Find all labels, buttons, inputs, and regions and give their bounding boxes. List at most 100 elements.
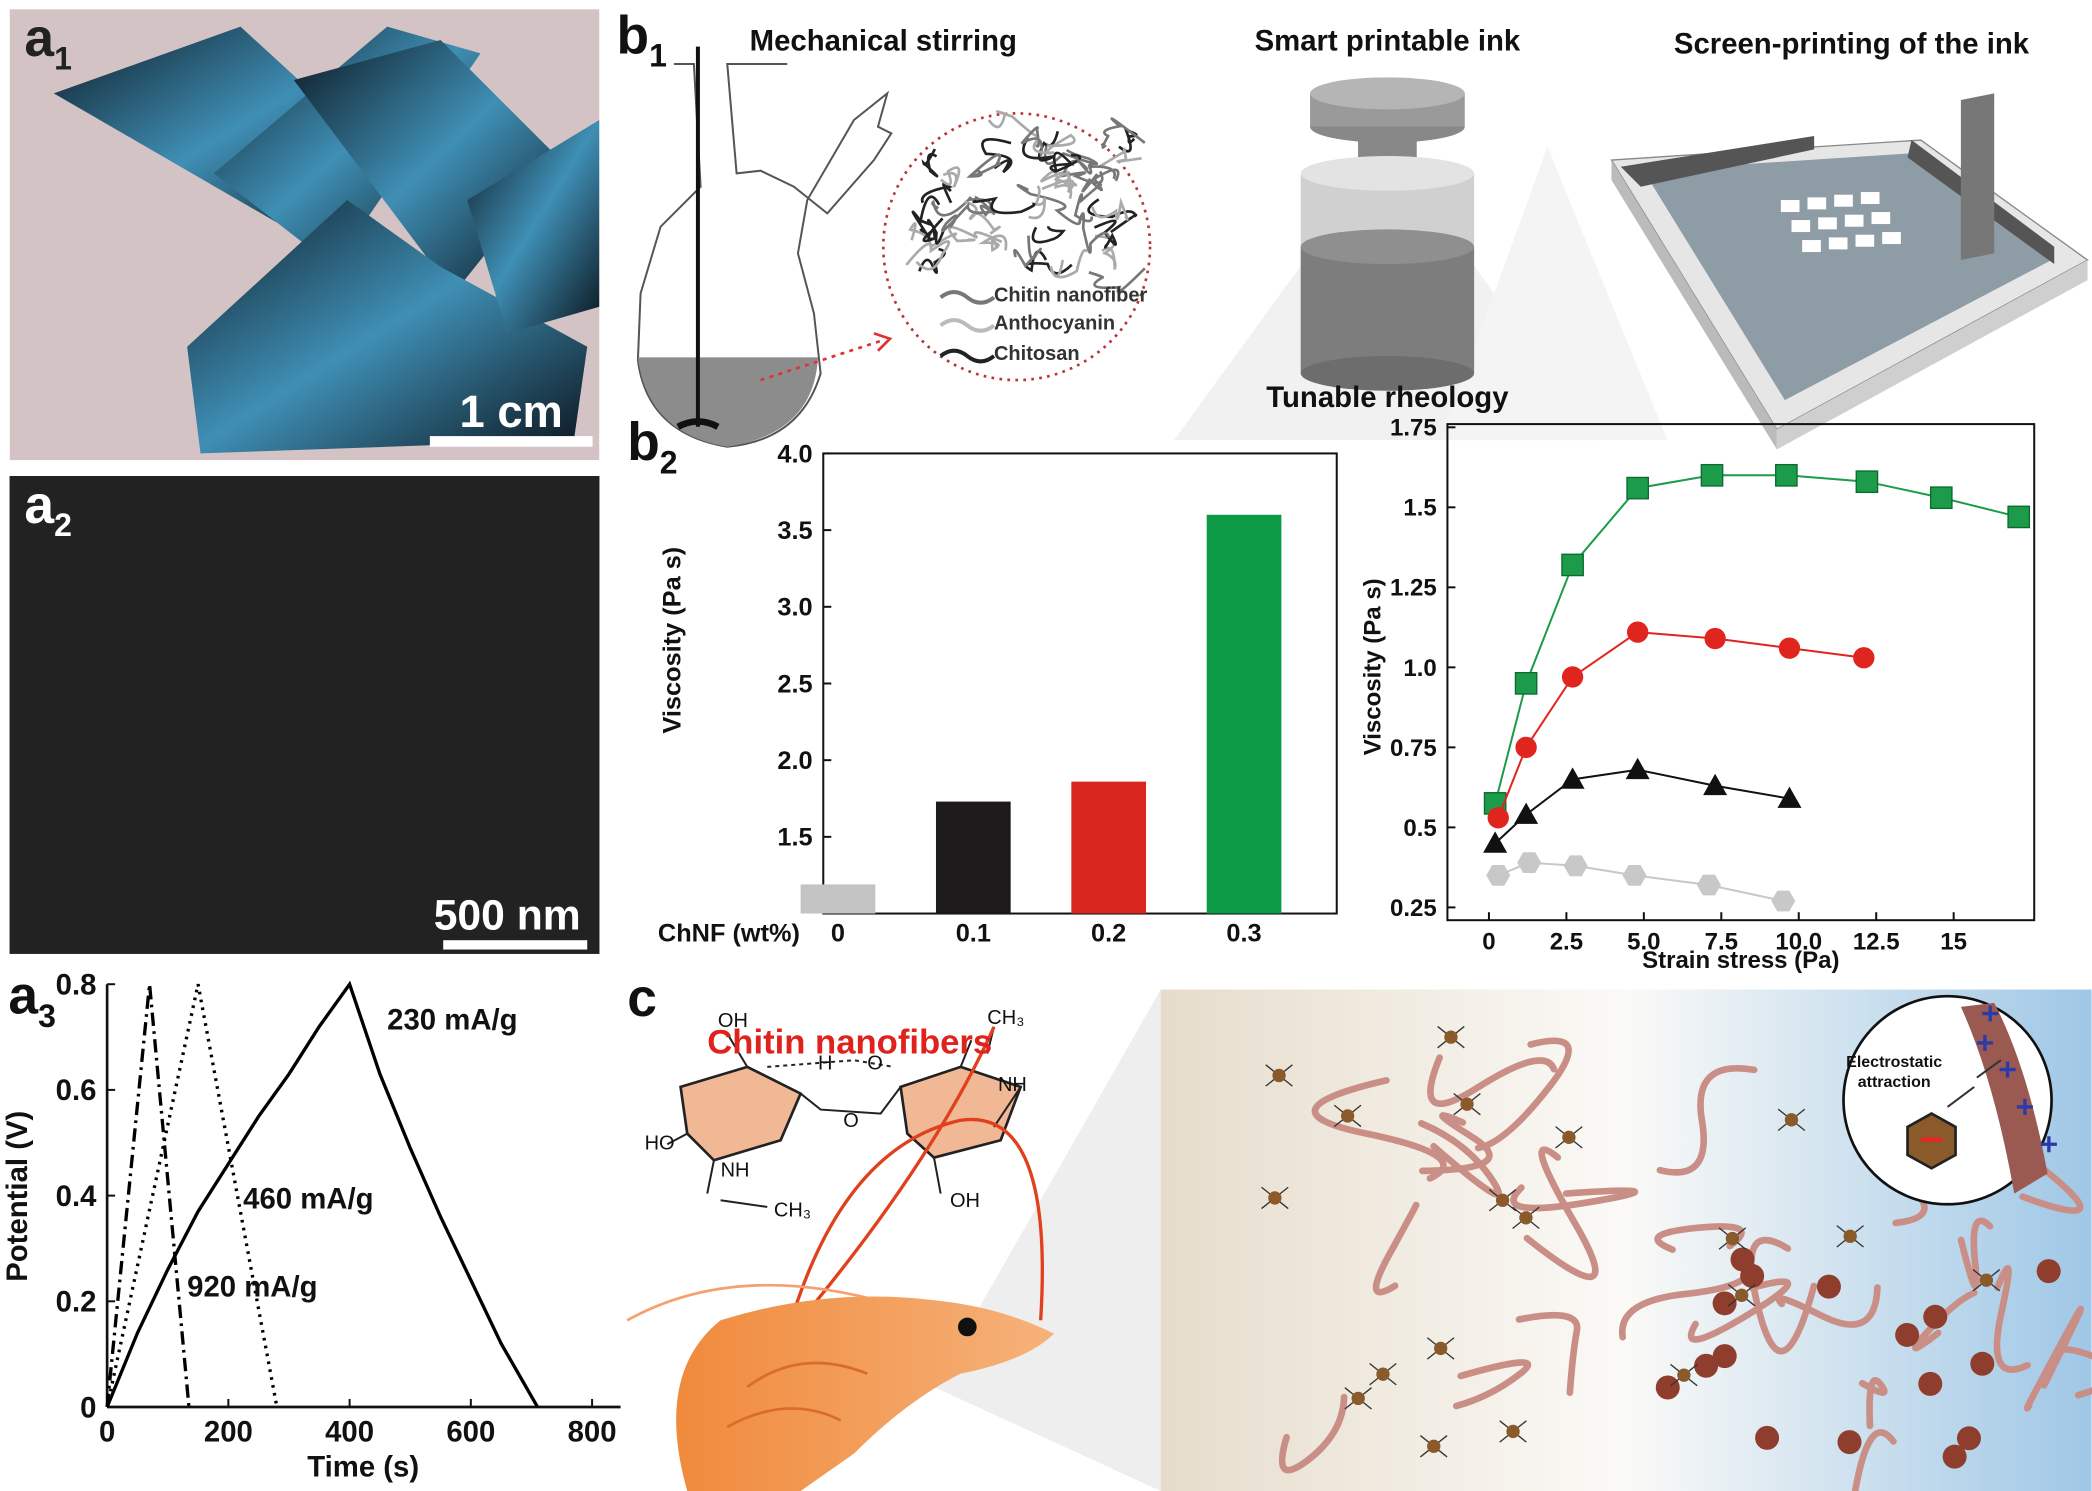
x-tick-label: 0	[1482, 929, 1495, 956]
pad	[1882, 232, 1901, 245]
marker	[1853, 647, 1875, 669]
y-tick-label: 3.0	[777, 594, 812, 622]
panel-sub: 2	[54, 507, 72, 543]
fiber	[941, 202, 992, 233]
photo-a2: 500 nm	[9, 476, 600, 954]
fiber	[1088, 267, 1146, 293]
panel-sub: 1	[54, 40, 72, 76]
x-tick-label: 200	[204, 1416, 253, 1449]
marker	[1700, 463, 1724, 487]
fibers	[1261, 1019, 2092, 1491]
dye-molecule	[1562, 1130, 1576, 1144]
h-bond	[767, 1059, 895, 1068]
x-tick-label: 0	[831, 920, 845, 948]
fiber	[905, 240, 951, 271]
fiber	[1031, 226, 1066, 244]
y-tick-label: 3.5	[777, 517, 812, 545]
bar	[1206, 514, 1282, 914]
nanofiber	[1417, 1120, 1503, 1198]
fiber	[921, 148, 939, 178]
step-label: Screen-printing of the ink	[1674, 27, 2030, 60]
y-tick-label: 2.5	[777, 670, 812, 698]
marker	[1515, 736, 1537, 759]
dye-molecule	[1340, 1109, 1355, 1123]
atom-label: HO	[645, 1133, 675, 1155]
zoom-arrowhead	[873, 332, 893, 352]
ink-container	[1300, 77, 1475, 391]
atom-label: NH	[998, 1074, 1027, 1096]
bar	[935, 801, 1011, 914]
y-tick-label: 2.0	[777, 747, 812, 775]
pad	[1807, 197, 1827, 210]
nanofiber	[1278, 1393, 1348, 1474]
y-tick-label: 0.25	[1390, 895, 1437, 922]
atom-label: O	[867, 1053, 883, 1075]
fiber	[972, 196, 1036, 215]
panel-label: c	[627, 969, 657, 1028]
fiber-bead	[1837, 1430, 1862, 1455]
nanofiber	[1523, 1146, 1599, 1281]
fiber	[1049, 248, 1089, 279]
fiber	[922, 217, 944, 243]
fiber-bead	[1712, 1344, 1737, 1369]
dye-molecule	[1725, 1231, 1740, 1246]
nanofiber	[2023, 1305, 2085, 1412]
plus-signs	[1976, 1005, 2057, 1153]
series-line	[1497, 631, 1864, 819]
scale-label: 1 cm	[460, 386, 563, 437]
frame-edge	[1776, 260, 2088, 450]
y-tick-label: 4.0	[777, 440, 812, 468]
nanofiber	[1775, 1284, 1881, 1328]
pad	[1818, 217, 1837, 230]
x-axis-label: Time (s)	[307, 1450, 419, 1483]
x-axis-label: ChNF (wt%)	[658, 920, 800, 948]
fiber-bead	[1970, 1351, 1995, 1376]
panel-letter: a	[24, 9, 54, 68]
y-tick-label: 0.2	[56, 1286, 97, 1319]
marker	[1514, 802, 1539, 824]
plus-sign	[2040, 1136, 2057, 1153]
fiber-bead	[1655, 1375, 1680, 1400]
nanofiber	[1311, 1077, 1447, 1182]
fiber	[1020, 126, 1044, 156]
series-label: 920 mA/g	[187, 1270, 317, 1303]
y-tick-label: 0.8	[56, 968, 97, 1001]
nanofiber	[1419, 1112, 1493, 1175]
legend-label: Anthocyanin	[994, 312, 1115, 334]
bar	[800, 884, 876, 914]
atom-label: OH	[950, 1190, 980, 1212]
x-tick-label: 7.5	[1705, 929, 1738, 956]
fiber	[1087, 198, 1138, 234]
attraction-arrow	[1976, 1059, 2002, 1079]
dye-molecule	[1434, 1341, 1448, 1356]
fiber-bead	[2036, 1259, 2061, 1284]
nanofiber	[1515, 1311, 1581, 1397]
sem-texture	[9, 476, 600, 954]
screen	[1643, 153, 2052, 401]
marker	[1704, 627, 1726, 650]
panel-letter: b	[627, 413, 660, 472]
x-tick-label: 15	[1940, 929, 1967, 956]
y-tick-label: 0.6	[56, 1074, 97, 1107]
x-tick-label: 0.3	[1226, 920, 1261, 948]
x-tick-label: 0.1	[956, 920, 991, 948]
zoom-arrow	[760, 338, 884, 382]
nanofiber	[1654, 1223, 1745, 1253]
scale-bar	[443, 940, 588, 950]
dye-molecule	[1272, 1068, 1286, 1083]
dye-molecule	[1268, 1191, 1282, 1205]
dye-molecule	[1495, 1193, 1510, 1207]
fiber	[1022, 130, 1060, 162]
dye-molecule	[1444, 1030, 1458, 1044]
ribbon	[467, 120, 600, 334]
x-axis-label: Strain stress (Pa)	[1642, 947, 1839, 974]
fiber-bead	[1895, 1322, 1920, 1347]
segments	[726, 1361, 868, 1429]
y-tick-label: 0.4	[56, 1180, 97, 1213]
cylinder-bottom	[1300, 356, 1475, 391]
atom-label: OH	[718, 1010, 748, 1032]
plus-sign	[2016, 1098, 2033, 1115]
ribbon	[187, 200, 588, 454]
plus-sign	[1976, 1034, 1993, 1051]
